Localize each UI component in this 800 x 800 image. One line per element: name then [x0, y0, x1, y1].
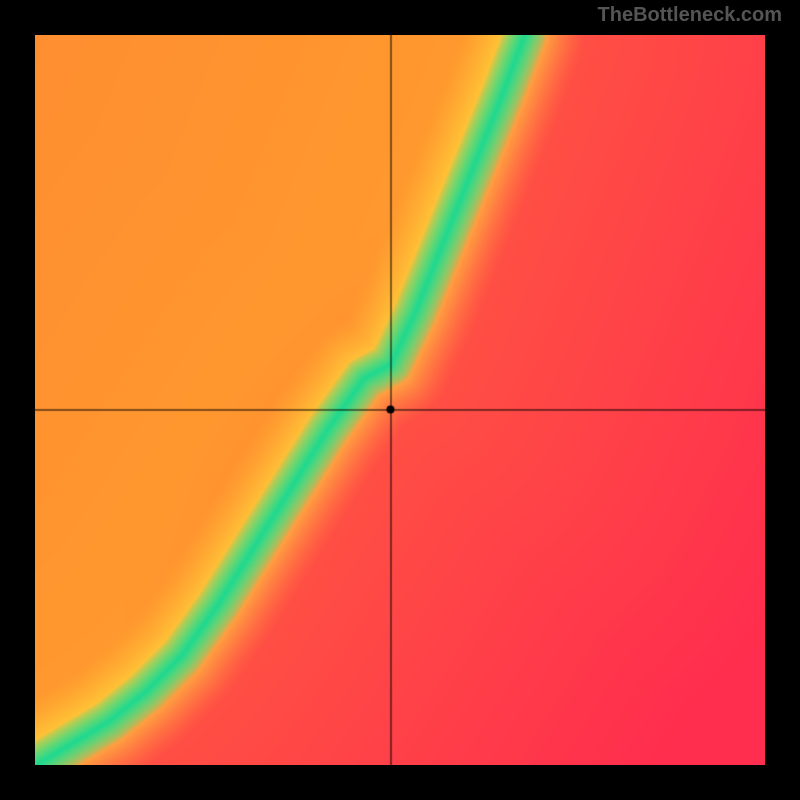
watermark-text: TheBottleneck.com [598, 4, 782, 27]
chart-container: TheBottleneck.com [0, 0, 800, 800]
heatmap-canvas [35, 35, 765, 765]
plot-area [35, 35, 765, 765]
